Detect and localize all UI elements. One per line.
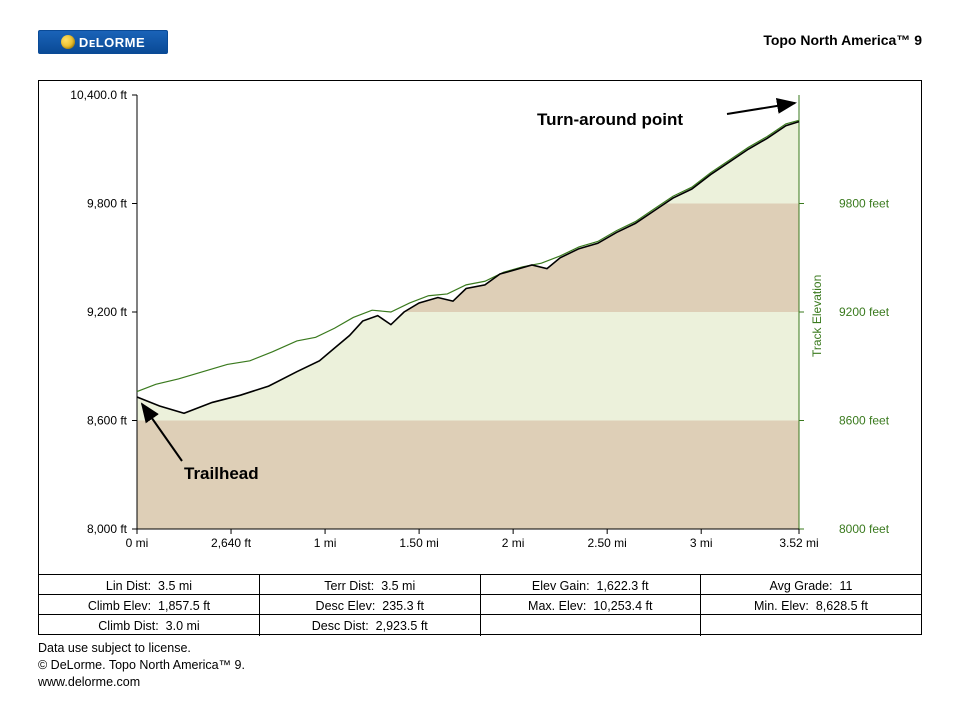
stat-elev-gain: Elev Gain: 1,622.3 ft [480,575,701,597]
app-title: Topo North America™ 9 [763,32,922,48]
svg-text:0 mi: 0 mi [126,536,149,550]
svg-text:2.50 mi: 2.50 mi [587,536,626,550]
stat-lin-dist: Lin Dist: 3.5 mi [39,575,260,597]
stat-avg-grade: Avg Grade: 11 [701,575,922,597]
svg-text:3.52 mi: 3.52 mi [779,536,818,550]
svg-text:2,640 ft: 2,640 ft [211,536,252,550]
footer-line-1: Data use subject to license. [38,640,245,657]
elevation-profile-chart: 10,400.0 ft 9,800 ft 9,200 ft 8,600 ft 8,000… [39,81,921,574]
stats-row-3: Climb Dist: 3.0 mi Desc Dist: 2,923.5 ft [39,614,921,636]
stat-empty-2 [701,615,922,637]
stat-desc-dist: Desc Dist: 2,923.5 ft [260,615,481,637]
stat-climb-elev: Climb Elev: 1,857.5 ft [39,595,260,617]
footer-line-2: © DeLorme. Topo North America™ 9. [38,657,245,674]
svg-text:9200 feet: 9200 feet [839,305,890,319]
svg-text:Turn-around point: Turn-around point [537,110,683,129]
stat-max-elev: Max. Elev: 10,253.4 ft [480,595,701,617]
svg-text:9800 feet: 9800 feet [839,197,890,211]
svg-text:8000 feet: 8000 feet [839,522,890,536]
elevation-profile-panel: 10,400.0 ft 9,800 ft 9,200 ft 8,600 ft 8,000… [38,80,922,635]
license-footer: Data use subject to license. © DeLorme. … [38,640,245,691]
svg-text:9,800 ft: 9,800 ft [87,197,128,211]
stat-climb-dist: Climb Dist: 3.0 mi [39,615,260,637]
svg-text:Trailhead: Trailhead [184,464,259,483]
svg-text:Track Elevation: Track Elevation [810,275,824,357]
stat-desc-elev: Desc Elev: 235.3 ft [260,595,481,617]
globe-icon [61,35,75,49]
svg-text:8,600 ft: 8,600 ft [87,414,128,428]
svg-text:10,400.0 ft: 10,400.0 ft [70,88,127,102]
stats-row-1: Lin Dist: 3.5 mi Terr Dist: 3.5 mi Elev … [39,574,921,596]
svg-text:3 mi: 3 mi [690,536,713,550]
footer-line-3: www.delorme.com [38,674,245,691]
stat-empty-1 [480,615,701,637]
svg-text:9,200 ft: 9,200 ft [87,305,128,319]
stat-terr-dist: Terr Dist: 3.5 mi [260,575,481,597]
svg-text:1.50 mi: 1.50 mi [399,536,438,550]
svg-text:8,000 ft: 8,000 ft [87,522,128,536]
svg-text:2 mi: 2 mi [502,536,525,550]
svg-text:1 mi: 1 mi [314,536,337,550]
stats-row-2: Climb Elev: 1,857.5 ft Desc Elev: 235.3 … [39,594,921,616]
stat-min-elev: Min. Elev: 8,628.5 ft [701,595,922,617]
logo-text: DᴇLORME [79,35,145,50]
delorme-logo: DᴇLORME [38,30,168,54]
svg-text:8600 feet: 8600 feet [839,414,890,428]
